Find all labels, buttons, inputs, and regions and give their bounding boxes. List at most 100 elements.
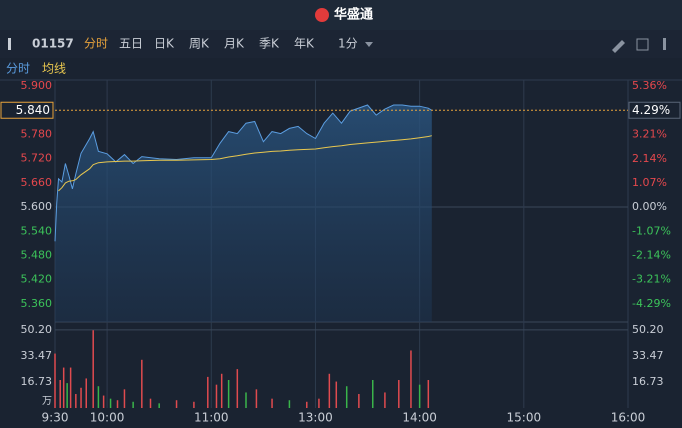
x-tick-label: 15:00 xyxy=(507,411,542,425)
y-tick-label: 5.720 xyxy=(21,152,53,165)
y-tick-label: 5.480 xyxy=(21,248,53,261)
draw-icon[interactable] xyxy=(612,40,625,53)
current-price-box xyxy=(0,101,54,119)
current-pct-box xyxy=(628,101,681,119)
y-tick-label: 5.420 xyxy=(21,273,53,286)
fullscreen-icon[interactable] xyxy=(636,38,649,51)
volume-bar xyxy=(116,400,119,408)
legend-price: 分时 xyxy=(6,62,30,76)
period-tab[interactable]: 季K xyxy=(259,37,280,51)
volume-bar xyxy=(427,380,430,408)
volume-bar xyxy=(193,401,195,408)
y2-tick-label: -2.14% xyxy=(632,248,671,261)
volume-bar xyxy=(158,403,160,408)
current-price-label: 5.840 xyxy=(16,103,50,117)
volume-bar xyxy=(358,394,360,408)
volume-bar xyxy=(288,400,291,408)
header-bar xyxy=(0,0,682,30)
x-tick-label: 11:00 xyxy=(194,411,229,425)
volume-tick-label: 33.47 xyxy=(21,349,53,362)
logo xyxy=(315,8,329,22)
legend-average: 均线 xyxy=(42,62,66,76)
period-tab[interactable]: 日K xyxy=(154,37,175,51)
volume-tick-label: 16.73 xyxy=(21,375,53,388)
period-tab[interactable]: 年K xyxy=(294,37,315,51)
y2-tick-label: 2.14% xyxy=(632,152,667,165)
volume-bar xyxy=(384,392,386,408)
y-tick-label: 5.900 xyxy=(21,79,53,92)
volume-bar xyxy=(215,384,218,408)
volume-bar xyxy=(372,380,374,408)
volume-bar xyxy=(141,359,143,408)
volume-unit: 万 xyxy=(42,396,52,407)
y2-tick-label: 0.00% xyxy=(632,200,667,213)
y2-tick-label: 3.21% xyxy=(632,128,667,141)
volume-bar xyxy=(62,367,65,408)
x-tick-label: 10:00 xyxy=(90,411,125,425)
y-tick-label: 5.660 xyxy=(21,176,53,189)
volume-bar xyxy=(318,398,320,408)
average-line xyxy=(58,135,432,192)
volume-bar xyxy=(149,398,152,408)
y2-tick-label: -4.29% xyxy=(632,297,671,310)
y2-tick-label: -1.07% xyxy=(632,224,671,237)
volume-bar xyxy=(236,369,239,408)
y2-tick-label: -3.21% xyxy=(632,273,671,286)
y2-tick-label: 5.36% xyxy=(632,79,667,92)
y2-tick-label: 1.07% xyxy=(632,176,667,189)
x-tick-label: 14:00 xyxy=(402,411,437,425)
volume-bar xyxy=(245,392,247,408)
volume-bar xyxy=(255,389,258,408)
y-tick-label: 5.360 xyxy=(21,297,53,310)
volume-tick-label-right: 33.47 xyxy=(632,349,664,362)
volume-bar xyxy=(69,367,72,408)
stock-code: 01157 xyxy=(32,37,74,51)
x-tick-label: 9:30 xyxy=(42,411,69,425)
volume-bar xyxy=(345,386,348,408)
volume-bar xyxy=(92,330,94,408)
interval-select[interactable]: 1分 xyxy=(338,37,358,51)
volume-tick-label-right: 50.20 xyxy=(632,323,664,336)
current-pct-label: 4.29% xyxy=(632,103,670,117)
volume-bar xyxy=(109,398,112,408)
volume-bar xyxy=(227,380,230,408)
volume-bar xyxy=(328,373,331,408)
volume-bar xyxy=(271,398,273,408)
x-tick-label: 13:00 xyxy=(298,411,333,425)
y-tick-label: 5.780 xyxy=(21,127,53,140)
x-tick-label: 16:00 xyxy=(611,411,646,425)
volume-bar xyxy=(398,380,400,408)
volume-bar xyxy=(75,394,77,408)
y-tick-label: 5.600 xyxy=(21,200,53,213)
legend-bar xyxy=(0,58,682,80)
collapse-icon[interactable] xyxy=(8,38,11,50)
volume-bar xyxy=(102,395,105,408)
period-tab[interactable]: 五日 xyxy=(119,37,143,51)
volume-bar xyxy=(54,353,56,408)
volume-bar xyxy=(175,400,178,408)
volume-bar xyxy=(66,383,68,408)
volume-bar xyxy=(85,378,88,408)
period-tab[interactable]: 周K xyxy=(189,37,210,51)
price-area xyxy=(55,105,432,322)
volume-bar xyxy=(80,387,82,408)
volume-bar xyxy=(410,350,412,408)
volume-bar xyxy=(418,384,421,408)
volume-bar xyxy=(123,389,126,408)
volume-bar xyxy=(132,401,134,408)
expand-icon[interactable] xyxy=(663,38,666,50)
dropdown-arrow[interactable] xyxy=(365,42,373,47)
volume-bar xyxy=(335,381,338,408)
volume-bar xyxy=(59,380,61,408)
volume-bar xyxy=(220,373,223,408)
toolbar xyxy=(0,30,682,58)
period-tab[interactable]: 月K xyxy=(224,37,245,51)
y-tick-label: 5.540 xyxy=(21,224,53,237)
volume-bar xyxy=(207,376,209,408)
app-title: 华盛通 xyxy=(334,7,373,23)
volume-bar xyxy=(306,401,308,408)
volume-tick-label: 50.20 xyxy=(21,323,53,336)
volume-bar xyxy=(97,386,100,408)
period-tab[interactable]: 分时 xyxy=(84,37,108,51)
